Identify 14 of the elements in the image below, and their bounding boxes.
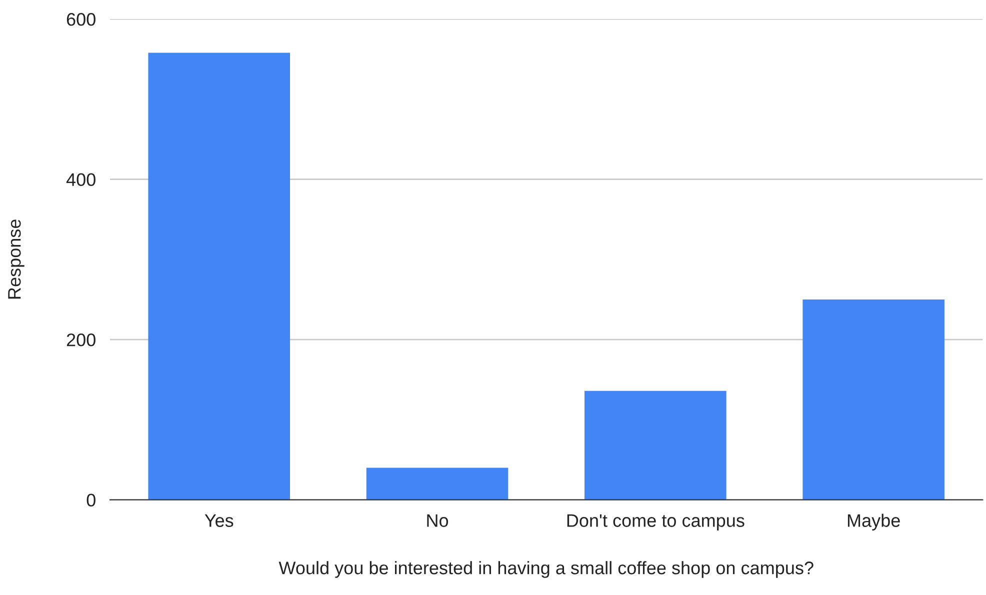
bar <box>802 299 944 500</box>
x-tick-label: No <box>427 514 448 527</box>
y-axis-title: Response <box>8 220 24 299</box>
x-tick-label: Don't come to campus <box>567 514 744 531</box>
bar <box>584 390 726 500</box>
y-tick-label: 200 <box>66 333 96 346</box>
y-tick-label: 600 <box>66 12 96 26</box>
x-tick-label: Yes <box>204 514 234 527</box>
x-axis-title: Would you be interested in having a small coffee shop on campus? <box>278 561 814 578</box>
y-tick-label: 0 <box>86 494 96 507</box>
bar <box>366 468 508 500</box>
bar <box>148 52 290 500</box>
y-tick-label: 400 <box>66 173 96 186</box>
x-tick-label: Maybe <box>848 514 900 531</box>
